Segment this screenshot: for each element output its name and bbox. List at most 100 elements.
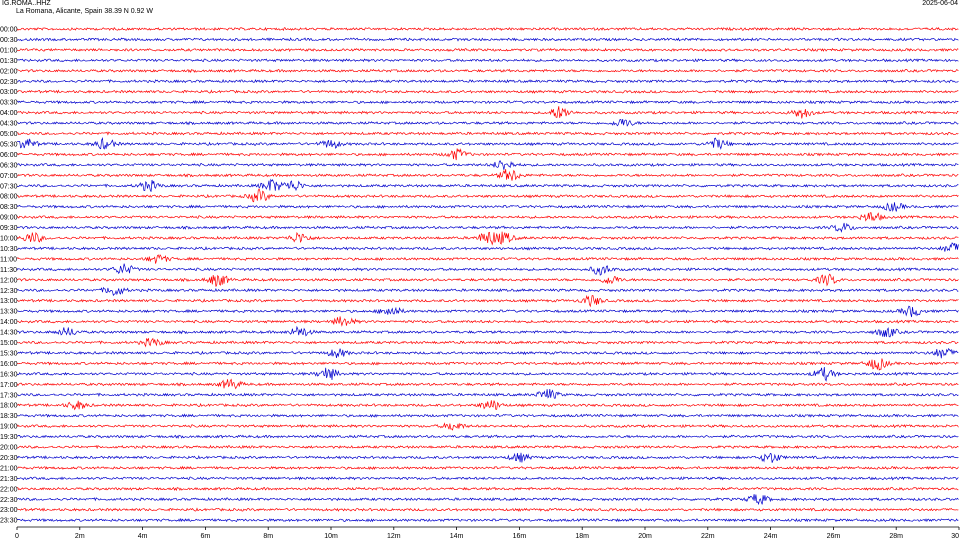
trace-line <box>16 486 959 492</box>
trace-line <box>16 231 959 246</box>
trace-line <box>16 131 959 136</box>
trace-line <box>16 517 959 523</box>
trace-line <box>16 78 959 84</box>
row-label: 07:30 <box>0 183 18 190</box>
x-tick-label: 20m <box>638 533 652 540</box>
x-tick-label: 30 <box>951 533 959 540</box>
row-label: 23:00 <box>0 507 18 514</box>
row-label: 15:30 <box>0 350 18 357</box>
row-label: 17:00 <box>0 382 18 389</box>
row-label: 01:30 <box>0 58 18 65</box>
trace-line <box>16 188 959 203</box>
trace-line <box>16 47 959 53</box>
trace-line <box>16 263 959 276</box>
trace-line <box>16 294 959 308</box>
row-label: 06:00 <box>0 152 18 159</box>
x-tick-label: 14m <box>450 533 464 540</box>
x-tick-label: 0 <box>15 533 19 540</box>
row-label: 13:30 <box>0 309 18 316</box>
trace-line <box>16 325 959 338</box>
row-label: 08:30 <box>0 204 18 211</box>
row-label: 11:30 <box>0 267 17 274</box>
row-label: 11:00 <box>0 256 17 263</box>
row-label: 18:30 <box>0 413 18 420</box>
row-label: 21:30 <box>0 476 18 483</box>
row-label: 02:30 <box>0 79 18 86</box>
trace-line <box>16 58 959 63</box>
x-tick-label: 28m <box>889 533 903 540</box>
x-tick-label: 26m <box>827 533 841 540</box>
row-labels: 00:00 00:30 01:00 01:30 02:00 02:30 03:00 03:30… <box>0 27 18 525</box>
x-tick-label: 2m <box>75 533 85 540</box>
x-tick-label: 24m <box>764 533 778 540</box>
trace-line <box>16 347 959 359</box>
row-label: 00:00 <box>0 27 18 34</box>
trace-line <box>16 242 959 252</box>
row-label: 05:00 <box>0 131 18 138</box>
trace-line <box>16 254 959 264</box>
x-tick-label: 8m <box>263 533 273 540</box>
trace-line <box>16 494 959 506</box>
trace-line <box>16 89 959 94</box>
row-label: 22:00 <box>0 486 18 493</box>
trace-line <box>16 273 959 287</box>
row-label: 04:00 <box>0 110 18 117</box>
row-label: 09:30 <box>0 225 18 232</box>
row-label: 05:30 <box>0 141 18 148</box>
row-label: 19:30 <box>0 434 18 441</box>
plot-date: 2025-06-04 <box>922 0 958 7</box>
trace-line <box>16 465 959 471</box>
trace-line <box>16 99 959 105</box>
x-tick-label: 12m <box>387 533 401 540</box>
trace-line <box>16 178 959 192</box>
trace-line <box>16 358 959 371</box>
row-label: 20:30 <box>0 455 18 462</box>
trace-line <box>16 400 959 411</box>
row-label: 03:00 <box>0 89 18 96</box>
station-location: La Romana, Alicante, Spain 38.39 N 0.92 … <box>16 8 153 15</box>
trace-line <box>16 507 959 512</box>
trace-line <box>16 378 959 390</box>
trace-line <box>16 337 959 348</box>
row-label: 16:00 <box>0 361 18 368</box>
trace-line <box>16 413 959 418</box>
row-label: 09:00 <box>0 215 18 222</box>
trace-line <box>16 118 959 127</box>
x-tick-label: 18m <box>575 533 589 540</box>
trace-line <box>16 26 959 32</box>
trace-line <box>16 366 959 382</box>
row-label: 04:30 <box>0 121 18 128</box>
trace-line <box>16 452 959 463</box>
row-label: 18:00 <box>0 403 18 410</box>
row-label: 02:00 <box>0 68 18 75</box>
trace-line <box>16 160 959 170</box>
trace-line <box>16 316 959 327</box>
trace-line <box>16 148 959 161</box>
row-label: 19:00 <box>0 424 18 431</box>
trace-line <box>16 476 959 481</box>
trace-line <box>16 136 959 150</box>
station-code: IG.ROMA..HHZ <box>2 0 51 7</box>
row-label: 23:30 <box>0 518 18 525</box>
trace-line <box>16 434 959 439</box>
trace-line <box>16 222 959 233</box>
trace-line <box>16 37 959 42</box>
row-label: 17:30 <box>0 392 18 399</box>
trace-line <box>16 286 959 297</box>
row-label: 10:30 <box>0 246 18 253</box>
row-label: 12:00 <box>0 277 18 284</box>
row-label: 07:00 <box>0 173 18 180</box>
row-label: 08:00 <box>0 194 18 201</box>
trace-line <box>16 169 959 181</box>
row-label: 20:00 <box>0 445 18 452</box>
row-label: 22:30 <box>0 497 18 504</box>
trace-line <box>16 202 959 212</box>
x-tick-label: 22m <box>701 533 715 540</box>
x-tick-label: 6m <box>201 533 211 540</box>
trace-group <box>16 26 959 523</box>
row-label: 16:30 <box>0 371 18 378</box>
trace-line <box>16 389 959 399</box>
x-tick-label: 10m <box>324 533 338 540</box>
row-label: 14:30 <box>0 330 18 337</box>
